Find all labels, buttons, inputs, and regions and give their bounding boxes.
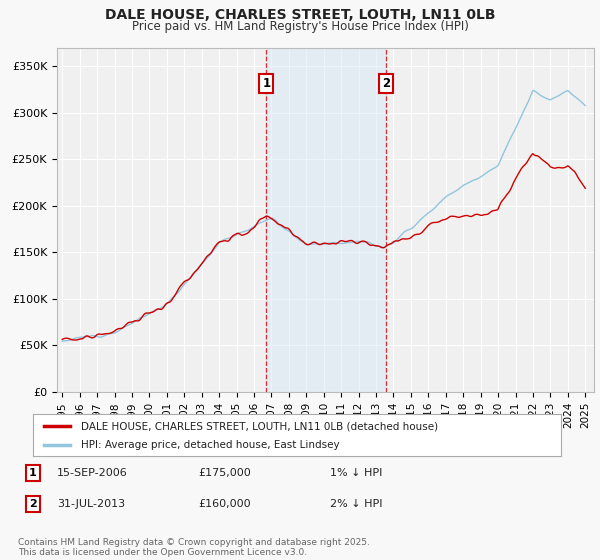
Text: 1: 1 xyxy=(29,468,37,478)
Text: 31-JUL-2013: 31-JUL-2013 xyxy=(57,499,125,509)
Bar xyxy=(266,48,386,392)
Text: £175,000: £175,000 xyxy=(198,468,251,478)
Text: 1% ↓ HPI: 1% ↓ HPI xyxy=(330,468,382,478)
Text: 15-SEP-2006: 15-SEP-2006 xyxy=(57,468,128,478)
Text: 2: 2 xyxy=(29,499,37,509)
Text: £160,000: £160,000 xyxy=(198,499,251,509)
Text: Price paid vs. HM Land Registry's House Price Index (HPI): Price paid vs. HM Land Registry's House … xyxy=(131,20,469,32)
Text: Contains HM Land Registry data © Crown copyright and database right 2025.
This d: Contains HM Land Registry data © Crown c… xyxy=(18,538,370,557)
Text: 2% ↓ HPI: 2% ↓ HPI xyxy=(330,499,383,509)
Text: DALE HOUSE, CHARLES STREET, LOUTH, LN11 0LB: DALE HOUSE, CHARLES STREET, LOUTH, LN11 … xyxy=(105,8,495,22)
Text: DALE HOUSE, CHARLES STREET, LOUTH, LN11 0LB (detached house): DALE HOUSE, CHARLES STREET, LOUTH, LN11 … xyxy=(80,421,437,431)
Text: 2: 2 xyxy=(382,77,390,90)
Text: HPI: Average price, detached house, East Lindsey: HPI: Average price, detached house, East… xyxy=(80,440,339,450)
Text: 1: 1 xyxy=(262,77,271,90)
